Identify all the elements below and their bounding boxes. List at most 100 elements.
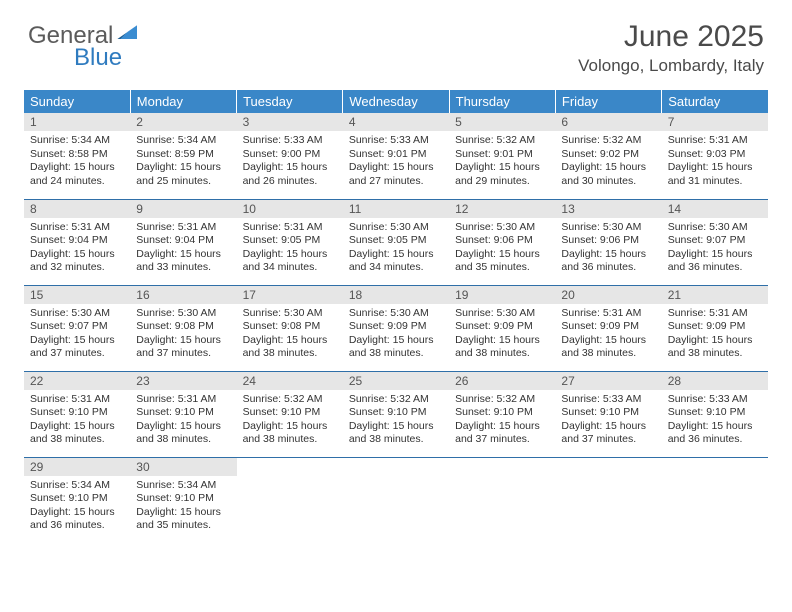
day-number: 21 [662,286,768,304]
month-title: June 2025 [28,20,764,54]
day-data: Sunrise: 5:34 AMSunset: 8:59 PMDaylight:… [130,131,236,193]
calendar-cell: 24Sunrise: 5:32 AMSunset: 9:10 PMDayligh… [237,371,343,457]
calendar-cell [662,457,768,543]
day-data: Sunrise: 5:30 AMSunset: 9:05 PMDaylight:… [343,218,449,280]
calendar-cell: 20Sunrise: 5:31 AMSunset: 9:09 PMDayligh… [555,285,661,371]
calendar-cell: 7Sunrise: 5:31 AMSunset: 9:03 PMDaylight… [662,113,768,199]
day-data: Sunrise: 5:31 AMSunset: 9:10 PMDaylight:… [24,390,130,452]
day-number: 4 [343,113,449,131]
calendar-cell: 26Sunrise: 5:32 AMSunset: 9:10 PMDayligh… [449,371,555,457]
day-number: 19 [449,286,555,304]
weekday-header: Friday [555,90,661,113]
weekday-header: Saturday [662,90,768,113]
calendar-cell: 14Sunrise: 5:30 AMSunset: 9:07 PMDayligh… [662,199,768,285]
day-number: 23 [130,372,236,390]
calendar-cell: 1Sunrise: 5:34 AMSunset: 8:58 PMDaylight… [24,113,130,199]
day-data: Sunrise: 5:30 AMSunset: 9:09 PMDaylight:… [343,304,449,366]
day-number: 20 [555,286,661,304]
calendar-cell: 19Sunrise: 5:30 AMSunset: 9:09 PMDayligh… [449,285,555,371]
day-data: Sunrise: 5:32 AMSunset: 9:10 PMDaylight:… [449,390,555,452]
calendar-cell: 12Sunrise: 5:30 AMSunset: 9:06 PMDayligh… [449,199,555,285]
calendar-cell: 9Sunrise: 5:31 AMSunset: 9:04 PMDaylight… [130,199,236,285]
calendar-cell [555,457,661,543]
day-number: 1 [24,113,130,131]
calendar-cell: 22Sunrise: 5:31 AMSunset: 9:10 PMDayligh… [24,371,130,457]
day-number: 15 [24,286,130,304]
calendar-cell: 16Sunrise: 5:30 AMSunset: 9:08 PMDayligh… [130,285,236,371]
calendar-cell: 30Sunrise: 5:34 AMSunset: 9:10 PMDayligh… [130,457,236,543]
calendar-cell: 28Sunrise: 5:33 AMSunset: 9:10 PMDayligh… [662,371,768,457]
calendar-cell [343,457,449,543]
day-number: 13 [555,200,661,218]
calendar-cell: 4Sunrise: 5:33 AMSunset: 9:01 PMDaylight… [343,113,449,199]
day-number: 28 [662,372,768,390]
day-number: 6 [555,113,661,131]
day-number: 11 [343,200,449,218]
day-data: Sunrise: 5:30 AMSunset: 9:08 PMDaylight:… [237,304,343,366]
day-data: Sunrise: 5:30 AMSunset: 9:06 PMDaylight:… [449,218,555,280]
day-number: 5 [449,113,555,131]
day-data: Sunrise: 5:32 AMSunset: 9:01 PMDaylight:… [449,131,555,193]
logo: General Blue [28,22,137,50]
calendar-cell: 6Sunrise: 5:32 AMSunset: 9:02 PMDaylight… [555,113,661,199]
day-data: Sunrise: 5:34 AMSunset: 8:58 PMDaylight:… [24,131,130,193]
weekday-header: Thursday [449,90,555,113]
calendar-cell: 11Sunrise: 5:30 AMSunset: 9:05 PMDayligh… [343,199,449,285]
day-data: Sunrise: 5:34 AMSunset: 9:10 PMDaylight:… [130,476,236,538]
weekday-header: Tuesday [237,90,343,113]
day-number: 30 [130,458,236,476]
day-data: Sunrise: 5:30 AMSunset: 9:09 PMDaylight:… [449,304,555,366]
calendar-cell: 25Sunrise: 5:32 AMSunset: 9:10 PMDayligh… [343,371,449,457]
calendar-cell: 15Sunrise: 5:30 AMSunset: 9:07 PMDayligh… [24,285,130,371]
day-number: 3 [237,113,343,131]
day-data: Sunrise: 5:32 AMSunset: 9:02 PMDaylight:… [555,131,661,193]
location-subtitle: Volongo, Lombardy, Italy [28,56,764,76]
day-data: Sunrise: 5:31 AMSunset: 9:05 PMDaylight:… [237,218,343,280]
day-data: Sunrise: 5:31 AMSunset: 9:03 PMDaylight:… [662,131,768,193]
weekday-header: Sunday [24,90,130,113]
logo-triangle-icon [117,25,137,39]
calendar-cell: 2Sunrise: 5:34 AMSunset: 8:59 PMDaylight… [130,113,236,199]
calendar-cell: 18Sunrise: 5:30 AMSunset: 9:09 PMDayligh… [343,285,449,371]
day-data: Sunrise: 5:31 AMSunset: 9:09 PMDaylight:… [662,304,768,366]
calendar-cell: 3Sunrise: 5:33 AMSunset: 9:00 PMDaylight… [237,113,343,199]
calendar-cell: 23Sunrise: 5:31 AMSunset: 9:10 PMDayligh… [130,371,236,457]
day-data: Sunrise: 5:30 AMSunset: 9:07 PMDaylight:… [662,218,768,280]
day-number: 27 [555,372,661,390]
day-data: Sunrise: 5:32 AMSunset: 9:10 PMDaylight:… [343,390,449,452]
day-data: Sunrise: 5:31 AMSunset: 9:04 PMDaylight:… [130,218,236,280]
day-number: 17 [237,286,343,304]
calendar-cell: 21Sunrise: 5:31 AMSunset: 9:09 PMDayligh… [662,285,768,371]
day-data: Sunrise: 5:34 AMSunset: 9:10 PMDaylight:… [24,476,130,538]
day-number: 7 [662,113,768,131]
calendar-cell [449,457,555,543]
day-number: 9 [130,200,236,218]
calendar-cell: 5Sunrise: 5:32 AMSunset: 9:01 PMDaylight… [449,113,555,199]
day-number: 26 [449,372,555,390]
weekday-header: Wednesday [343,90,449,113]
day-number: 8 [24,200,130,218]
calendar-cell: 29Sunrise: 5:34 AMSunset: 9:10 PMDayligh… [24,457,130,543]
day-data: Sunrise: 5:31 AMSunset: 9:10 PMDaylight:… [130,390,236,452]
day-number: 22 [24,372,130,390]
calendar-cell: 27Sunrise: 5:33 AMSunset: 9:10 PMDayligh… [555,371,661,457]
day-number: 12 [449,200,555,218]
calendar-table: SundayMondayTuesdayWednesdayThursdayFrid… [24,90,768,543]
calendar-cell [237,457,343,543]
day-number: 10 [237,200,343,218]
day-number: 29 [24,458,130,476]
calendar-cell: 10Sunrise: 5:31 AMSunset: 9:05 PMDayligh… [237,199,343,285]
day-data: Sunrise: 5:30 AMSunset: 9:08 PMDaylight:… [130,304,236,366]
day-data: Sunrise: 5:30 AMSunset: 9:07 PMDaylight:… [24,304,130,366]
day-data: Sunrise: 5:31 AMSunset: 9:04 PMDaylight:… [24,218,130,280]
day-number: 14 [662,200,768,218]
day-number: 25 [343,372,449,390]
calendar-cell: 17Sunrise: 5:30 AMSunset: 9:08 PMDayligh… [237,285,343,371]
day-data: Sunrise: 5:32 AMSunset: 9:10 PMDaylight:… [237,390,343,452]
day-number: 16 [130,286,236,304]
calendar-cell: 13Sunrise: 5:30 AMSunset: 9:06 PMDayligh… [555,199,661,285]
day-data: Sunrise: 5:30 AMSunset: 9:06 PMDaylight:… [555,218,661,280]
day-number: 24 [237,372,343,390]
logo-text-blue: Blue [74,44,122,72]
day-data: Sunrise: 5:33 AMSunset: 9:10 PMDaylight:… [555,390,661,452]
